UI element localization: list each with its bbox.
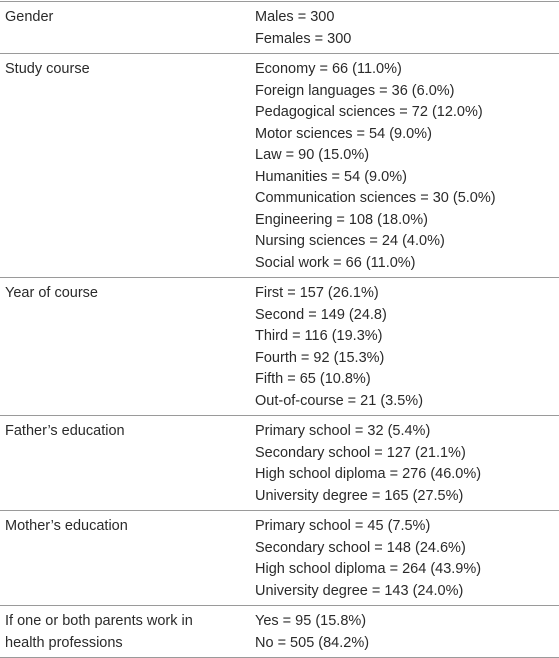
value-line: Fifth = 65 (10.8%) (255, 371, 371, 387)
value-line: Economy = 66 (11.0%) (255, 61, 402, 77)
row-values: Males = 300 Females = 300 (255, 2, 559, 54)
value-line: Fourth = 92 (15.3%) (255, 349, 385, 366)
table-row: Gender Males = 300 Females = 300 (0, 1, 559, 54)
value-line: Males = 300 (255, 9, 335, 25)
value-line: Humanities = 54 (9.0%) (255, 168, 407, 185)
value-line: Secondary school = 127 (21.1%) (255, 444, 466, 461)
value-line: Third = 116 (19.3%) (255, 328, 383, 344)
value-line: Primary school = 45 (7.5%) (255, 518, 431, 534)
row-values: Economy = 66 (11.0%) Foreign languages = … (255, 54, 559, 278)
table-row: If one or both parents work in health pr… (0, 605, 559, 658)
row-label: Study course (5, 61, 90, 77)
row-label: If one or both parents work in health pr… (5, 613, 193, 651)
value-line: Pedagogical sciences = 72 (12.0%) (255, 104, 483, 120)
table-row: Mother’s education Primary school = 45 (7… (0, 510, 559, 606)
value-line: High school diploma = 276 (46.0%) (255, 466, 482, 482)
row-label: Mother’s education (5, 518, 128, 534)
value-line: First = 157 (26.1%) (255, 285, 379, 301)
row-values: First = 157 (26.1%) Second = 149 (24.8) Th… (255, 278, 559, 416)
value-line: Foreign languages = 36 (6.0%) (255, 82, 455, 99)
row-label: Year of course (5, 285, 98, 301)
value-line: Nursing sciences = 24 (4.0%) (255, 233, 445, 249)
table-row: Father’s education Primary school = 32 (5… (0, 415, 559, 511)
value-line: Motor sciences = 54 (9.0%) (255, 125, 432, 142)
table-row: Year of course First = 157 (26.1%) Second … (0, 277, 559, 416)
value-line: Females = 300 (255, 30, 352, 47)
value-line: Social work = 66 (11.0%) (255, 254, 416, 271)
value-line: Out-of-course = 21 (3.5%) (255, 392, 424, 409)
row-values: Primary school = 45 (7.5%) Secondary scho… (255, 511, 559, 606)
value-line: Communication sciences = 30 (5.0%) (255, 190, 496, 206)
value-line: No = 505 (84.2%) (255, 634, 370, 651)
value-line: Primary school = 32 (5.4%) (255, 423, 431, 439)
value-line: Law = 90 (15.0%) (255, 147, 370, 163)
row-label: Father’s education (5, 423, 125, 439)
value-line: University degree = 165 (27.5%) (255, 487, 464, 504)
value-line: Second = 149 (24.8) (255, 306, 387, 323)
value-line: Yes = 95 (15.8%) (255, 613, 367, 629)
row-values: Primary school = 32 (5.4%) Secondary scho… (255, 416, 559, 511)
row-label: Gender (5, 9, 54, 25)
value-line: Secondary school = 148 (24.6%) (255, 539, 466, 556)
value-line: University degree = 143 (24.0%) (255, 582, 464, 599)
row-values: Yes = 95 (15.8%) No = 505 (84.2%) (255, 606, 559, 658)
value-line: Engineering = 108 (18.0%) (255, 211, 428, 228)
value-line: High school diploma = 264 (43.9%) (255, 561, 482, 577)
table-row: Study course Economy = 66 (11.0%) Foreign … (0, 53, 559, 278)
